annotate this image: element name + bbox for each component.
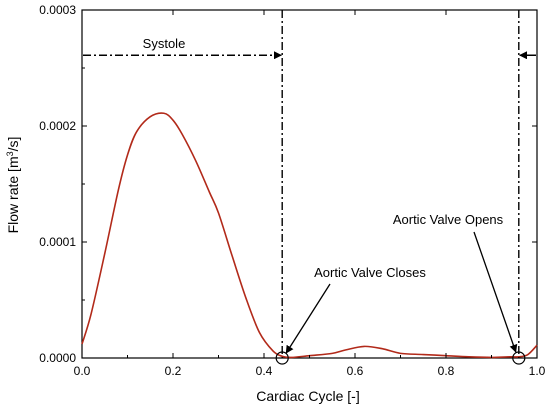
x-tick-label: 0.8	[438, 364, 455, 378]
x-tick-label: 0.0	[74, 364, 91, 378]
plot-frame	[81, 9, 538, 359]
y-tick-label: 0.0003	[39, 3, 76, 17]
y-axis-title: Flow rate [m3/s]	[5, 137, 21, 234]
x-tick-label: 0.6	[347, 364, 364, 378]
valve-closes-arrow	[285, 283, 331, 354]
valve-event-marker	[275, 351, 289, 365]
valve-closes-label: Aortic Valve Closes	[314, 265, 426, 280]
flow-rate-line	[81, 112, 538, 359]
y-tick-label: 0.0000	[39, 351, 76, 365]
x-axis-title: Cardiac Cycle [-]	[256, 388, 359, 404]
x-tick-label: 0.2	[165, 364, 182, 378]
valve-event-marker	[512, 351, 526, 365]
valve-opens-label: Aortic Valve Opens	[393, 212, 504, 227]
x-tick-label: 1.0	[529, 364, 546, 378]
y-tick-label: 0.0002	[39, 119, 76, 133]
valve-opens-arrow	[473, 231, 518, 353]
x-tick-label: 0.4	[256, 364, 273, 378]
systole-label: Systole	[143, 36, 186, 51]
y-tick-label: 0.0001	[39, 235, 76, 249]
